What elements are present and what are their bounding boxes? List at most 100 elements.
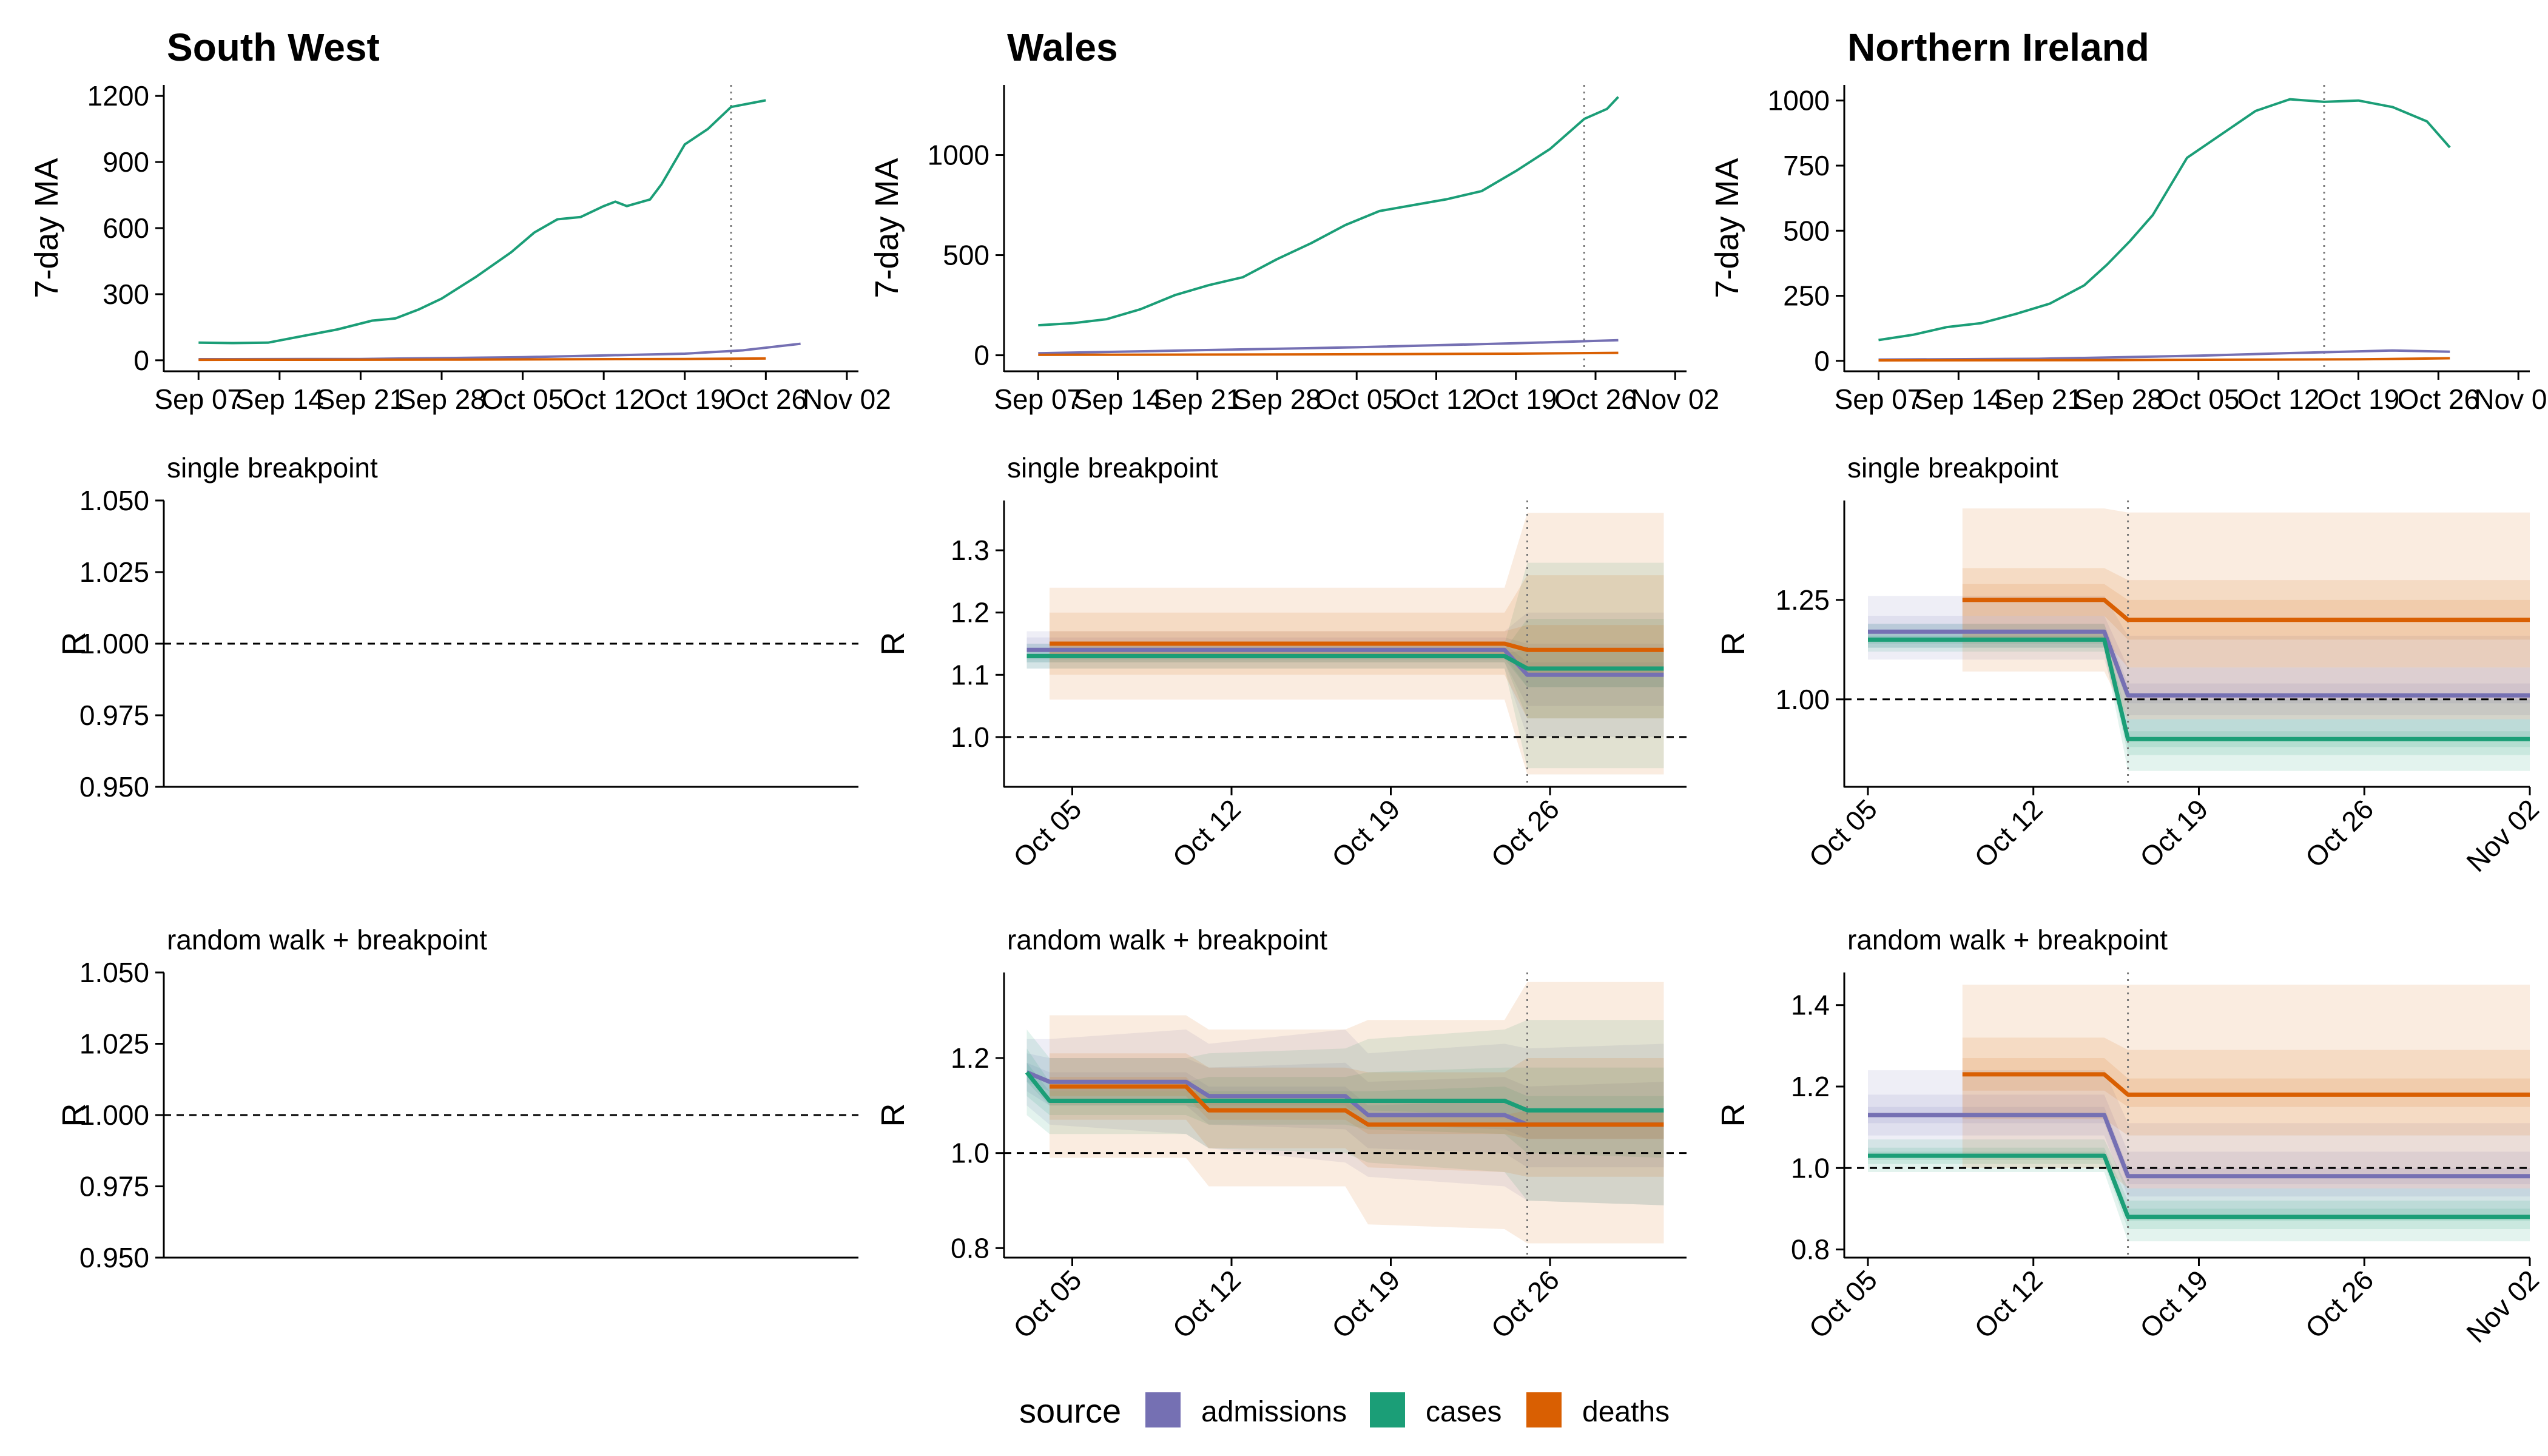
- x-tick-label: Oct 12: [2237, 383, 2320, 415]
- panel-south-west-random-walk-breakpoint: random walk + breakpoint 0.950 0.975 1.000 1…: [56, 924, 858, 1273]
- panel-subtitle: random walk + breakpoint: [167, 924, 487, 956]
- y-axis-label: R: [875, 1104, 911, 1127]
- ribbon-cases-1: [1026, 562, 1664, 769]
- y-axis-label: 7-day MA: [869, 158, 905, 298]
- y-tick-label: 500: [943, 240, 989, 271]
- x-tick-label: Oct 26: [725, 383, 807, 415]
- x-tick-label: Oct 19: [1326, 1264, 1406, 1344]
- panel-wales-single-breakpoint: single breakpoint 1.0 1.1 1.2 1.3 R Oct 05 Oct …: [875, 452, 1687, 874]
- y-tick-label: 300: [103, 278, 149, 310]
- x-tick-label: Oct 12: [1166, 1264, 1247, 1344]
- x-tick-label: Sep 21: [1153, 383, 1242, 415]
- x-tick-label: Sep 07: [154, 383, 243, 415]
- legend-key-cases: [1370, 1392, 1405, 1427]
- y-tick-label: 1.050: [79, 957, 149, 988]
- y-axis-label: R: [1715, 1104, 1751, 1127]
- x-tick-label: Oct 12: [562, 383, 645, 415]
- x-tick-label: Oct 05: [1007, 793, 1088, 874]
- y-axis-label: R: [56, 1104, 92, 1127]
- y-tick-label: 0: [133, 345, 149, 376]
- legend-key-admissions: [1145, 1392, 1181, 1427]
- legend-key-deaths: [1526, 1392, 1562, 1427]
- ribbon-cases-3: [1868, 1151, 2530, 1221]
- y-tick-label: 0.950: [79, 1242, 149, 1273]
- x-tick-label: Oct 12: [1166, 793, 1247, 874]
- x-tick-label: Oct 26: [1485, 1264, 1565, 1344]
- panel-subtitle: single breakpoint: [1847, 452, 2058, 484]
- ribbons: [1868, 985, 2530, 1242]
- y-tick-label: 0: [1814, 345, 1830, 377]
- panel-subtitle: random walk + breakpoint: [1007, 924, 1327, 956]
- ribbon-admissions-1: [1026, 1030, 1664, 1205]
- ribbon-deaths-2: [1962, 1037, 2530, 1136]
- x-tick-label: Sep 07: [1835, 383, 1923, 415]
- x-tick-label: Sep 21: [1994, 383, 2083, 415]
- series-line-admissions: [1038, 339, 1619, 355]
- ribbon-deaths-2: [1050, 575, 1664, 719]
- ribbon-cases-2: [1868, 1147, 2530, 1229]
- series-line-deaths: [1878, 357, 2450, 362]
- ribbon-deaths-1: [1962, 985, 2530, 1188]
- y-tick-label: 250: [1783, 280, 1830, 312]
- y-axis-label: R: [56, 632, 92, 656]
- series-line-admissions: [1878, 349, 2450, 361]
- x-tick-label: Oct 05: [2157, 383, 2240, 415]
- x-tick-label: Oct 12: [1395, 383, 1478, 415]
- ribbon-cases-1: [1868, 624, 2530, 771]
- x-tick-label: Oct 19: [644, 383, 726, 415]
- y-axis-label: R: [875, 632, 911, 656]
- y-tick-label: 1.000: [79, 628, 149, 659]
- legend-title: source: [1019, 1392, 1121, 1430]
- x-tick-label: Oct 12: [1968, 1264, 2049, 1344]
- x-tick-label: Oct 05: [1315, 383, 1398, 415]
- series-line-cases: [1868, 637, 2530, 741]
- x-tick-label: Oct 05: [1802, 1264, 1883, 1344]
- x-tick-label: Oct 26: [2299, 793, 2380, 874]
- panel-northern-ireland-random-walk-breakpoint: random walk + breakpoint 0.8 1.0 1.2 1.4 R Oct…: [1715, 924, 2545, 1349]
- y-tick-label: 1.2: [1791, 1071, 1830, 1102]
- y-tick-label: 600: [103, 212, 149, 244]
- ribbon-deaths-1: [1050, 982, 1664, 1244]
- x-tick-label: Sep 14: [235, 383, 324, 415]
- panel-subtitle: random walk + breakpoint: [1847, 924, 2168, 956]
- panel-northern-ireland-single-breakpoint: single breakpoint 1.00 1.25 R Oct 05 Oct 12 Oc…: [1715, 452, 2545, 878]
- x-tick-label: Nov 02: [2460, 793, 2545, 878]
- y-tick-label: 1.025: [79, 1028, 149, 1060]
- x-tick-label: Nov 02: [803, 383, 891, 415]
- series-line-admissions: [198, 342, 801, 360]
- series-line-admissions: [1868, 1113, 2530, 1179]
- ribbon-deaths-1: [1962, 508, 2530, 720]
- x-tick-label: Oct 12: [1968, 793, 2049, 874]
- x-tick-label: Oct 19: [2317, 383, 2400, 415]
- series-line-deaths: [198, 357, 766, 362]
- ribbon-cases-2: [1026, 1048, 1664, 1158]
- x-tick-label: Oct 19: [2134, 793, 2214, 874]
- x-tick-label: Oct 05: [1802, 793, 1883, 874]
- x-tick-label: Sep 28: [397, 383, 486, 415]
- panel-subtitle: single breakpoint: [167, 452, 378, 484]
- x-tick-label: Sep 28: [1233, 383, 1321, 415]
- y-tick-label: 1.4: [1791, 989, 1830, 1021]
- series-line-cases: [1878, 98, 2451, 342]
- x-tick-label: Oct 19: [2134, 1264, 2214, 1344]
- legend-label-admissions: admissions: [1201, 1396, 1347, 1428]
- y-tick-label: 1.25: [1775, 584, 1830, 616]
- ribbon-cases-3: [1026, 650, 1664, 687]
- ribbon-admissions-1: [1868, 1070, 2530, 1217]
- legend: source admissions cases deaths: [1019, 1392, 1670, 1430]
- legend-label-cases: cases: [1426, 1396, 1502, 1428]
- y-tick-label: 1.2: [951, 1042, 989, 1074]
- ribbon-cases-2: [1868, 632, 2530, 755]
- x-tick-label: Sep 07: [994, 383, 1082, 415]
- y-tick-label: 1.2: [951, 597, 989, 629]
- series-line-cases: [198, 99, 766, 345]
- series-line-cases: [1026, 654, 1664, 671]
- series-line-cases: [1868, 1153, 2530, 1219]
- y-tick-label: 1.000: [79, 1099, 149, 1131]
- series-line-admissions: [1026, 1070, 1664, 1127]
- series-line-cases: [1038, 96, 1619, 327]
- series-line-deaths: [1962, 1072, 2530, 1097]
